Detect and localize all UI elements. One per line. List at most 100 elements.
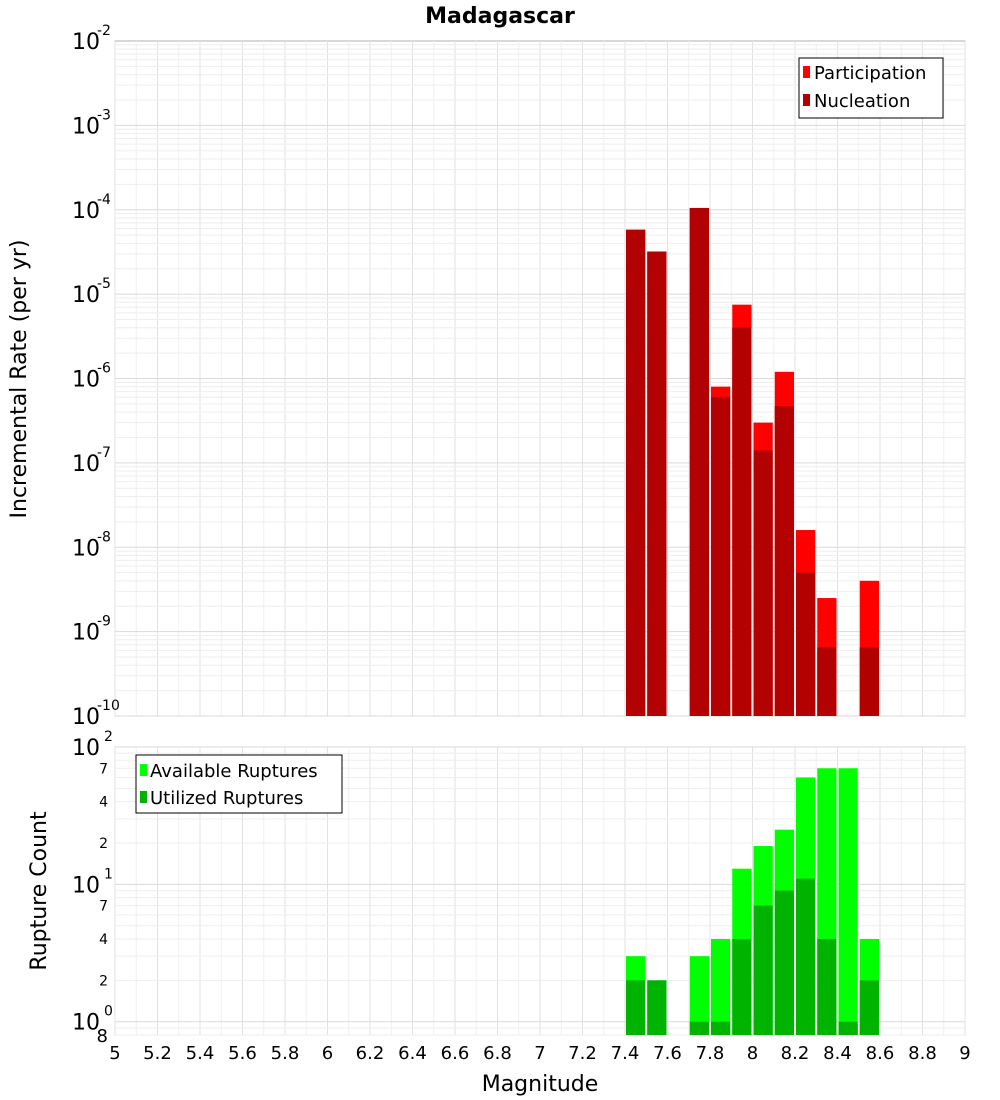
participation-legend-swatch (803, 66, 810, 78)
bottom-y-tick-minor: 2 (99, 973, 108, 989)
utilized-ruptures-bar (859, 980, 879, 1035)
bottom-y-axis-label: Rupture Count (27, 811, 52, 971)
top-y-tick: 10-6 (72, 361, 111, 393)
nucleation-bar (796, 572, 816, 716)
bottom-y-tick-base: 10 (72, 1011, 100, 1036)
top-y-tick-base: 10 (72, 621, 100, 646)
top-y-tick-base: 10 (72, 114, 100, 139)
nucleation-bar (859, 647, 879, 716)
top-y-tick-exponent: -4 (97, 192, 111, 208)
x-tick-labels: 5 5.2 5.4 5.6 5.8 6 6.2 6.4 6.6 6.8 7 7.2 7.4 7.6 7.8 8… (109, 1043, 970, 1064)
utilized-ruptures-bar (817, 939, 837, 1035)
x-tick-label: 6 (322, 1043, 333, 1064)
bottom-y-tick-minor: 2 (99, 836, 108, 852)
top-y-tick: 10-4 (72, 192, 111, 224)
top-y-tick: 10-2 (72, 23, 111, 55)
top-legend: Participation Nucleation (798, 57, 944, 119)
x-tick-label: 5.6 (228, 1043, 257, 1064)
bottom-y-tick-minor: 4 (99, 795, 108, 811)
available-ruptures-bar (689, 956, 709, 1035)
available-ruptures-bar (711, 939, 731, 1035)
nucleation-bar (647, 251, 667, 716)
nucleation-bar (711, 397, 731, 716)
utilized-ruptures-bar (838, 1021, 858, 1035)
x-tick-label: 7.2 (568, 1043, 597, 1064)
utilized-ruptures-legend-label: Utilized Ruptures (150, 788, 303, 809)
top-y-tick-exponent: -5 (97, 276, 111, 292)
nucleation-bar (774, 406, 794, 716)
available-ruptures-legend-swatch (140, 764, 147, 776)
utilized-ruptures-bar (711, 1021, 731, 1035)
x-tick-label: 8 (747, 1043, 758, 1064)
bottom-y-tick-exponent: 0 (104, 1004, 113, 1020)
top-legend-box (798, 57, 944, 119)
bottom-y-tick-major: 10 1 (72, 866, 113, 898)
bottom-y-tick-minor: 4 (99, 932, 108, 948)
top-y-tick-exponent: -8 (97, 529, 111, 545)
top-y-tick-exponent: -2 (97, 23, 111, 39)
x-tick-label: 6.2 (356, 1043, 385, 1064)
available-ruptures-legend-label: Available Ruptures (150, 761, 318, 782)
top-y-tick: 10-8 (72, 529, 111, 561)
bottom-y-tick-exponent: 2 (104, 729, 113, 745)
x-tick-label: 7 (534, 1043, 545, 1064)
x-tick-label: 8.2 (781, 1043, 810, 1064)
top-y-tick: 10-3 (72, 107, 111, 139)
x-tick-label: 8.8 (908, 1043, 937, 1064)
bottom-y-tick-minor: 7 (99, 899, 108, 915)
utilized-ruptures-bar (647, 980, 667, 1035)
bottom-y-tick-base: 10 (72, 736, 100, 761)
top-gridlines (114, 41, 966, 717)
x-tick-label: 8.4 (823, 1043, 852, 1064)
x-tick-label: 7.8 (696, 1043, 725, 1064)
x-tick-label: 9 (959, 1043, 970, 1064)
top-y-tick-exponent: -7 (97, 445, 111, 461)
x-tick-label: 7.6 (653, 1043, 682, 1064)
top-y-axis-label: Incremental Rate (per yr) (7, 240, 32, 519)
utilized-ruptures-bar (753, 905, 773, 1035)
x-tick-label: 8.6 (866, 1043, 895, 1064)
bottom-legend-box (135, 754, 343, 814)
utilized-ruptures-bar (626, 980, 646, 1035)
x-tick-label: 7.4 (611, 1043, 640, 1064)
x-tick-label: 6.6 (441, 1043, 470, 1064)
top-y-tick: 10-10 (72, 698, 120, 730)
participation-legend-label: Participation (814, 63, 926, 84)
top-y-tick-base: 10 (72, 452, 100, 477)
nucleation-legend-swatch (803, 94, 810, 106)
utilized-ruptures-bar (796, 878, 816, 1035)
bottom-y-tick-base: 10 (72, 873, 100, 898)
nucleation-bar (732, 327, 752, 716)
x-tick-label: 5.8 (271, 1043, 300, 1064)
x-tick-label: 5.2 (143, 1043, 172, 1064)
top-y-tick: 10-7 (72, 445, 111, 477)
bottom-y-tick-major: 10 2 (72, 729, 113, 761)
top-y-tick-base: 10 (72, 30, 100, 55)
bottom-bars (626, 768, 879, 1035)
utilized-ruptures-bar (732, 939, 752, 1035)
utilized-ruptures-bar (774, 890, 794, 1035)
x-axis-label: Magnitude (482, 1072, 599, 1097)
top-y-tick: 10-9 (72, 614, 111, 646)
bottom-y-tick-minor: 8 (97, 1026, 108, 1047)
chart-title: Madagascar (425, 4, 575, 29)
x-tick-label: 5.4 (186, 1043, 215, 1064)
available-ruptures-bar (838, 768, 858, 1035)
nucleation-bar (753, 450, 773, 716)
utilized-ruptures-legend-swatch (140, 791, 147, 803)
bottom-y-tick-exponent: 1 (104, 866, 113, 882)
top-y-tick-base: 10 (72, 283, 100, 308)
bottom-y-tick-major: 10 0 (72, 1004, 113, 1036)
x-tick-label: 6.8 (483, 1043, 512, 1064)
top-y-tick-exponent: -9 (97, 614, 111, 630)
nucleation-bar (817, 647, 837, 716)
nucleation-legend-label: Nucleation (814, 91, 910, 112)
top-y-tick-base: 10 (72, 705, 100, 730)
nucleation-bar (626, 229, 646, 717)
x-tick-label: 6.4 (398, 1043, 427, 1064)
